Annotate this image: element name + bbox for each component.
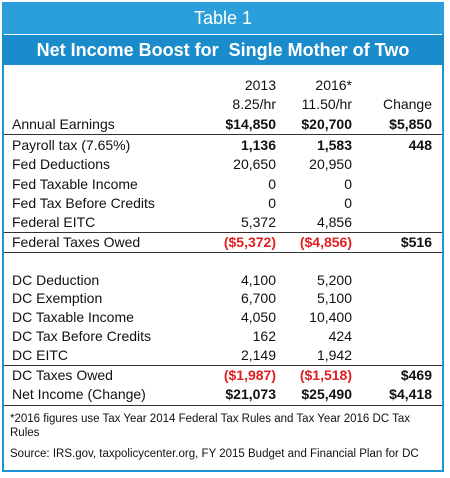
table-label: Table 1 [2, 2, 444, 34]
row-label: DC Exemption [12, 290, 103, 306]
cell-value: 2,149 [240, 347, 276, 363]
cell-value: 4,050 [240, 309, 276, 325]
column-rate: 8.25/hr [232, 96, 276, 112]
cell-value: 0 [268, 176, 276, 192]
column-year: 2016* [315, 77, 352, 93]
row-label: Fed Deductions [12, 156, 111, 172]
cell-value: $14,850 [225, 116, 276, 132]
change-value: $516 [400, 234, 432, 250]
cell-value: 10,400 [309, 309, 352, 325]
cell-value: 20,650 [233, 156, 276, 172]
rule [4, 252, 442, 253]
row-label: Federal Taxes Owed [12, 234, 141, 250]
cell-value: 1,583 [316, 137, 352, 153]
change-value: 448 [408, 137, 432, 153]
column-rate: 11.50/hr [301, 96, 352, 112]
rule [4, 405, 442, 406]
column-year: 2013 [244, 77, 276, 93]
row-label: DC Taxes Owed [12, 367, 113, 383]
row-label: Fed Tax Before Credits [12, 195, 155, 211]
cell-value: 0 [344, 176, 352, 192]
rule [4, 365, 442, 366]
cell-value: 0 [268, 195, 276, 211]
change-value: $5,850 [389, 116, 432, 132]
row-label: DC Taxable Income [12, 309, 134, 325]
row-label: Federal EITC [12, 214, 96, 230]
cell-value: 4,100 [240, 272, 276, 288]
cell-value: 1,942 [316, 347, 352, 363]
row-label: DC EITC [12, 347, 68, 363]
rule [4, 232, 442, 233]
row-label: Net Income (Change) [12, 386, 146, 402]
cell-value: ($5,372) [223, 234, 276, 250]
cell-value: ($1,518) [299, 367, 352, 383]
cell-value: ($4,856) [299, 234, 352, 250]
cell-value: 5,100 [316, 290, 352, 306]
change-header: Change [382, 96, 432, 112]
cell-value: ($1,987) [223, 367, 276, 383]
cell-value: 6,700 [240, 290, 276, 306]
cell-value: $21,073 [225, 386, 276, 402]
cell-value: $20,700 [301, 116, 352, 132]
cell-value: 1,136 [240, 137, 276, 153]
row-label: Fed Taxable Income [12, 176, 138, 192]
cell-value: $25,490 [301, 386, 352, 402]
change-value: $469 [400, 367, 432, 383]
footnote: *2016 figures use Tax Year 2014 Federal … [10, 413, 411, 439]
row-label: DC Deduction [12, 272, 100, 288]
cell-value: 5,200 [316, 272, 352, 288]
cell-value: 162 [252, 328, 276, 344]
cell-value: 5,372 [240, 214, 276, 230]
table-title: Net Income Boost for Single Mother of Tw… [2, 35, 444, 65]
row-label: Payroll tax (7.65%) [12, 137, 131, 153]
cell-value: 4,856 [316, 214, 352, 230]
change-value: $4,418 [389, 386, 432, 402]
rule [4, 134, 442, 135]
cell-value: 20,950 [309, 156, 352, 172]
cell-value: 424 [328, 328, 352, 344]
row-label: Annual Earnings [12, 116, 115, 132]
row-label: DC Tax Before Credits [12, 328, 152, 344]
source: Source: IRS.gov, taxpolicycenter.org, FY… [10, 448, 419, 460]
cell-value: 0 [344, 195, 352, 211]
